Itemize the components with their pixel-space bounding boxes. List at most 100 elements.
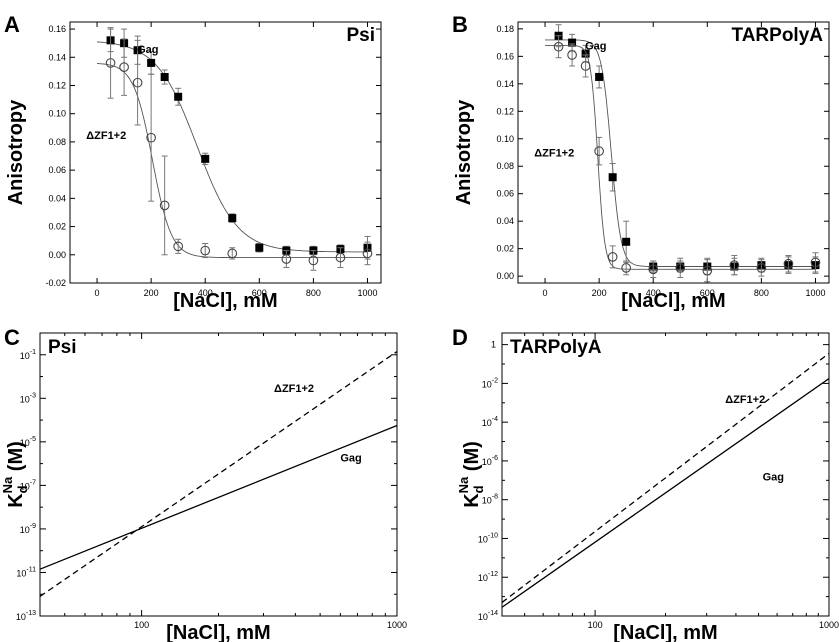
y-tick-label: 0.12	[48, 80, 66, 90]
circle-marker	[132, 77, 143, 88]
y-tick-label: 0.08	[496, 161, 514, 171]
y-tick-label: 0.18	[496, 24, 514, 34]
panel-title: TARPolyA	[732, 25, 824, 46]
circle-marker	[335, 252, 346, 263]
line-gag	[501, 378, 830, 608]
x-tick-label: 400	[198, 288, 213, 298]
y-tick-label: 0.04	[496, 216, 514, 226]
circle-marker	[607, 252, 618, 262]
panel-letter: D	[452, 325, 468, 350]
data-point	[580, 54, 591, 78]
circle-marker	[105, 58, 116, 68]
data-point	[105, 27, 116, 99]
square-marker	[255, 243, 264, 252]
y-tick-label: 10-5	[20, 436, 36, 448]
square-marker	[568, 38, 577, 47]
circle-marker	[146, 132, 156, 143]
y-tick-label: 10-3	[20, 392, 36, 404]
circle-marker	[594, 146, 604, 156]
data-point	[228, 213, 237, 223]
square-marker	[160, 73, 169, 82]
y-tick-label: 0.02	[48, 222, 66, 232]
series-label-gag: Gag	[585, 40, 606, 52]
data-point	[132, 39, 143, 126]
circle-marker	[729, 260, 740, 270]
x-axis-label: [NaCl], mM	[166, 622, 270, 642]
x-tick-label: 100	[134, 620, 149, 630]
data-point	[595, 65, 604, 89]
data-point	[227, 247, 238, 260]
y-tick-label: 10-14	[478, 610, 498, 622]
series-label-dzf: ΔZF1+2	[86, 130, 126, 142]
circle-marker	[553, 41, 564, 52]
y-tick-label: 10-1	[20, 349, 36, 361]
square-marker	[228, 214, 237, 223]
y-tick-label: 1	[491, 340, 496, 350]
circle-marker	[756, 263, 767, 273]
data-point	[607, 245, 618, 269]
y-tick-label: 10-13	[16, 610, 36, 622]
data-point	[622, 220, 631, 263]
panel-title: Psi	[346, 25, 375, 46]
series-label-gag: Gag	[137, 44, 158, 56]
square-marker	[174, 92, 183, 101]
x-tick-label: 600	[252, 288, 267, 298]
circle-marker	[580, 61, 591, 71]
panel-C: 100 1000 10-13 10-11 10-9 10-7 10-5 10-3 10-1 Gag…	[0, 325, 407, 642]
x-tick-label: 200	[144, 288, 159, 298]
y-tick-label: 0.00	[48, 250, 66, 260]
circle-marker	[648, 264, 659, 275]
y-tick-label: 10-7	[20, 479, 36, 491]
data-point	[174, 87, 183, 106]
y-axis-label: Anisotropy	[5, 99, 27, 205]
x-tick-label: 0	[95, 288, 100, 298]
data-point	[594, 136, 604, 166]
data-point	[362, 241, 373, 266]
circle-marker	[702, 265, 713, 276]
y-tick-label: 10-4	[482, 416, 498, 428]
y-tick-label: 0.14	[496, 79, 514, 89]
y-tick-label: 10-12	[478, 571, 498, 583]
line-dzf	[39, 350, 398, 597]
y-tick-label: 0.10	[496, 134, 514, 144]
panel-D: 100 1000 10-14 10-12 10-10 10-8 10-6 10-4 10-2 1 G…	[452, 325, 839, 642]
x-tick-label: 400	[646, 288, 661, 298]
data-point	[567, 43, 577, 67]
data-point	[281, 250, 292, 268]
data-point	[200, 242, 211, 259]
x-tick-label: 1000	[387, 620, 407, 630]
data-point	[608, 162, 617, 192]
data-point	[201, 152, 210, 165]
data-point	[335, 247, 346, 268]
plot-frame	[39, 332, 398, 617]
data-point	[119, 38, 129, 96]
y-tick-label: 0.02	[496, 244, 514, 254]
data-point	[160, 69, 169, 85]
y-tick-label: 0.10	[48, 109, 66, 119]
data-point	[675, 257, 686, 279]
y-tick-label: 0.14	[48, 52, 66, 62]
panel-B: 0 200 400 600 800 1000 0.00 0.02 0.04 0.06 0.08 0.1…	[452, 12, 830, 312]
y-tick-label: 0.04	[48, 193, 66, 203]
circle-marker	[675, 263, 686, 273]
circle-marker	[281, 254, 292, 264]
y-tick-label: 0.06	[496, 189, 514, 199]
x-axis-label: [NaCl], mM	[613, 622, 717, 642]
data-point	[702, 259, 713, 283]
y-tick-label: 10-9	[20, 523, 36, 535]
line-gag	[39, 424, 398, 570]
y-tick-label: 0.12	[496, 106, 514, 116]
y-tick-label: 10-10	[478, 532, 498, 544]
y-tick-label: 10-11	[16, 566, 36, 578]
square-marker	[201, 154, 210, 163]
circle-marker	[783, 258, 794, 269]
data-point	[308, 250, 319, 271]
y-tick-label: 0.00	[496, 271, 514, 281]
panel-letter: A	[4, 12, 20, 37]
y-axis-label: Anisotropy	[453, 99, 475, 205]
data-point	[159, 155, 170, 256]
circle-marker	[362, 248, 373, 259]
x-axis-label: [NaCl], mM	[173, 290, 277, 312]
square-marker	[581, 49, 590, 58]
